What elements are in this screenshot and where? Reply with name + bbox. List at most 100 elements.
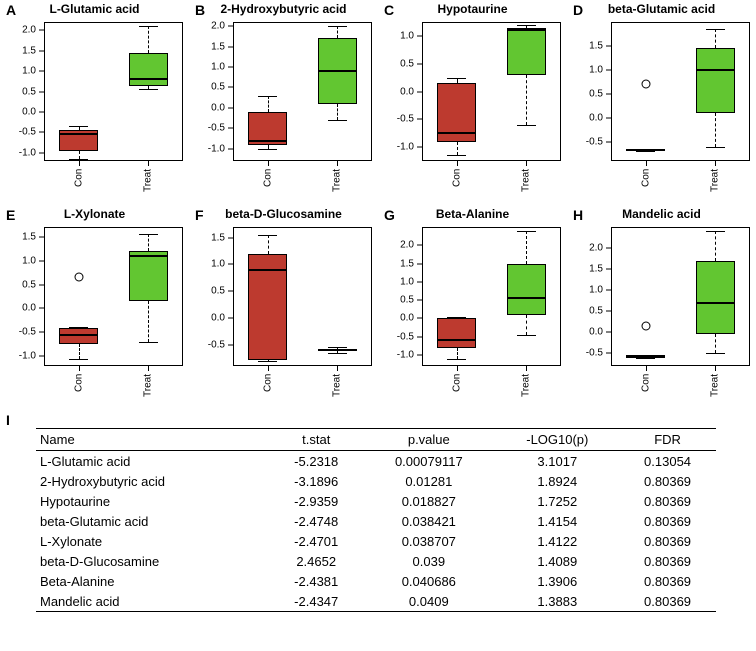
boxplot-panel: EL-Xylonate-1.0-0.50.00.51.01.5ConTreat: [0, 205, 189, 410]
table-body: L-Glutamic acid-5.23180.000791173.10170.…: [36, 451, 716, 612]
panel-title: L-Glutamic acid: [0, 2, 189, 16]
ytick-label: 0.5: [211, 82, 233, 93]
plot-area: -1.0-0.50.00.51.01.52.0: [44, 22, 183, 161]
table-row: beta-D-Glucosamine2.46520.0391.40890.803…: [36, 551, 716, 571]
whisker: [337, 26, 339, 38]
table-cell: -2.4701: [270, 531, 362, 551]
panel-title: Hypotaurine: [378, 2, 567, 16]
ytick-label: 1.5: [211, 232, 233, 243]
xtick-label: Con: [640, 374, 651, 410]
whisker-cap-top: [69, 126, 88, 127]
ytick-label: -1.0: [208, 143, 233, 154]
whisker-cap-bottom: [447, 359, 466, 360]
boxplot-panel: AL-Glutamic acid-1.0-0.50.00.51.01.52.0C…: [0, 0, 189, 205]
ytick-label: -1.0: [397, 350, 422, 361]
table-cell: 0.018827: [362, 491, 495, 511]
table-cell: 1.4154: [496, 511, 620, 531]
xtick-mark: [337, 161, 338, 166]
table-cell: -3.1896: [270, 471, 362, 491]
xtick-label: Treat: [332, 169, 343, 205]
ytick-label: -1.0: [19, 147, 44, 158]
median-line: [59, 334, 98, 336]
ytick-label: 1.5: [22, 231, 44, 242]
xtick-label: Con: [262, 374, 273, 410]
whisker: [268, 235, 270, 254]
plot-area: -1.0-0.50.00.51.0: [422, 22, 561, 161]
table-cell: L-Glutamic acid: [36, 451, 270, 472]
panel-title: beta-D-Glucosamine: [189, 207, 378, 221]
table-row: L-Xylonate-2.47010.0387071.41220.80369: [36, 531, 716, 551]
table-cell: 0.80369: [619, 511, 716, 531]
box-rect: [696, 48, 735, 113]
table-col-header: p.value: [362, 429, 495, 451]
table-cell: beta-D-Glucosamine: [36, 551, 270, 571]
panel-title: Beta-Alanine: [378, 207, 567, 221]
whisker: [79, 344, 81, 358]
table-cell: Hypotaurine: [36, 491, 270, 511]
table-cell: 2-Hydroxybutyric acid: [36, 471, 270, 491]
ytick-label: 1.0: [211, 259, 233, 270]
stats-table: Namet.statp.value-LOG10(p)FDR L-Glutamic…: [36, 428, 716, 612]
ytick-label: 1.0: [211, 61, 233, 72]
xtick-label: Con: [262, 169, 273, 205]
whisker-cap-bottom: [706, 147, 725, 148]
table-cell: -2.4381: [270, 571, 362, 591]
plot-area: -1.0-0.50.00.51.01.5: [44, 227, 183, 366]
table-col-header: t.stat: [270, 429, 362, 451]
whisker: [268, 96, 270, 112]
median-line: [318, 70, 357, 72]
whisker: [715, 334, 717, 353]
whisker-cap-bottom: [258, 361, 277, 362]
xtick-mark: [457, 161, 458, 166]
boxplot-panel: Dbeta-Glutamic acid-0.50.00.51.01.5ConTr…: [567, 0, 756, 205]
table-cell: 0.039: [362, 551, 495, 571]
whisker-cap-bottom: [706, 353, 725, 354]
xtick-label: Con: [451, 169, 462, 205]
box-rect: [507, 28, 546, 75]
table-cell: 0.038421: [362, 511, 495, 531]
ytick-label: 1.5: [589, 40, 611, 51]
plot-area: -0.50.00.51.01.5: [611, 22, 750, 161]
whisker-cap-top: [706, 231, 725, 232]
ytick-label: -0.5: [19, 327, 44, 338]
boxplot-panel: CHypotaurine-1.0-0.50.00.51.0ConTreat: [378, 0, 567, 205]
table-cell: 3.1017: [496, 451, 620, 472]
table-cell: 1.7252: [496, 491, 620, 511]
panel-title: L-Xylonate: [0, 207, 189, 221]
box-rect: [507, 264, 546, 315]
whisker: [526, 231, 528, 264]
xtick-mark: [715, 161, 716, 166]
table-cell: -2.4748: [270, 511, 362, 531]
xtick-mark: [268, 161, 269, 166]
xtick-label: Treat: [521, 374, 532, 410]
ytick-label: 0.0: [211, 312, 233, 323]
xtick-mark: [268, 366, 269, 371]
whisker-cap-bottom: [69, 359, 88, 360]
ytick-label: -1.0: [397, 142, 422, 153]
table-cell: 0.13054: [619, 451, 716, 472]
median-line: [507, 297, 546, 299]
table-cell: 2.4652: [270, 551, 362, 571]
ytick-label: -0.5: [397, 114, 422, 125]
ytick-label: 1.0: [589, 285, 611, 296]
ytick-label: 0.0: [22, 303, 44, 314]
ytick-label: 0.5: [400, 295, 422, 306]
table-cell: 0.0409: [362, 591, 495, 612]
whisker-cap-top: [258, 235, 277, 236]
box-rect: [696, 261, 735, 335]
table-col-header: Name: [36, 429, 270, 451]
median-line: [129, 78, 168, 80]
ytick-label: 2.0: [22, 25, 44, 36]
whisker-cap-top: [517, 231, 536, 232]
figure-root: AL-Glutamic acid-1.0-0.50.00.51.01.52.0C…: [0, 0, 756, 651]
ytick-label: -0.5: [19, 127, 44, 138]
boxplot-panel: HMandelic acid-0.50.00.51.01.52.0ConTrea…: [567, 205, 756, 410]
whisker: [148, 301, 150, 342]
table-row: Mandelic acid-2.43470.04091.38830.80369: [36, 591, 716, 612]
median-line: [318, 349, 357, 351]
ytick-label: 0.0: [589, 327, 611, 338]
xtick-mark: [715, 366, 716, 371]
median-line: [248, 140, 287, 142]
table-cell: Mandelic acid: [36, 591, 270, 612]
ytick-label: 1.0: [22, 255, 44, 266]
